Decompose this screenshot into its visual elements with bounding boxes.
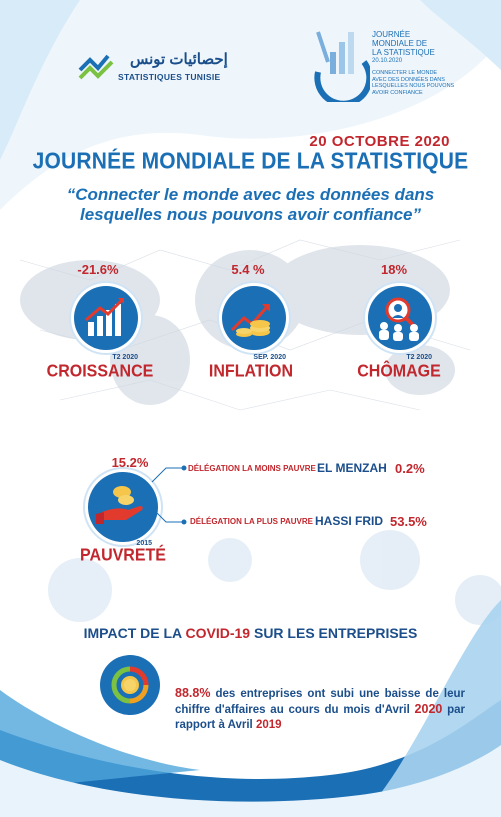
pauvrete-label: PAUVRETÉ [80, 546, 166, 565]
croissance-icon-circle [74, 286, 138, 350]
impact-year-1: 2020 [414, 702, 443, 716]
croissance-label: CROISSANCE [46, 362, 154, 381]
right-logo-title: JOURNÉE MONDIALE DE LA STATISTIQUE 20.10… [372, 30, 482, 66]
chomage-label: CHÔMAGE [357, 362, 441, 381]
logo-name: STATISTIQUES TUNISIE [118, 72, 221, 82]
poverty-connector-lines [151, 465, 187, 525]
most-poor-value: 53.5% [390, 514, 427, 529]
pauvrete-year: 2015 [136, 540, 152, 547]
least-poor-name: EL MENZAH [317, 461, 387, 475]
right-logo-slogan-line-3: LESQUELLES NOUS POUVONS [372, 83, 455, 89]
logo-arabic-text: إحصائيات تونس [130, 51, 228, 68]
quote-line-1: “Connecter le monde avec des données dan… [66, 185, 435, 204]
impact-title-highlight: COVID-19 [185, 625, 251, 641]
inflation-label: INFLATION [208, 362, 294, 381]
right-logo-line-2: MONDIALE DE [372, 39, 428, 48]
right-logo-date: 20.10.2020 [372, 58, 403, 64]
pauvrete-icon-circle [88, 472, 158, 542]
inflation-icon-circle [222, 286, 286, 350]
quote-line-2: lesquelles nous pouvons avoir confiance” [79, 205, 422, 224]
pauvrete-value: 15.2% [111, 455, 149, 470]
impact-title-after: SUR LES ENTREPRISES [253, 625, 418, 641]
impact-text-2: par rapport à Avril [175, 704, 465, 731]
growth-chart-icon [85, 298, 124, 336]
right-logo-line-3: LA STATISTIQUE [372, 48, 435, 57]
coin-cycle-icon [111, 666, 149, 704]
impact-title-before: IMPACT DE LA [83, 625, 182, 641]
inflation-period: SEP. 2020 [253, 354, 286, 361]
right-logo-slogan-line-2: AVEC DES DONNÉES DANS [372, 76, 445, 83]
inflation-value: 5.4 % [231, 262, 265, 277]
slogan-quote: “Connecter le monde avec des données dan… [30, 185, 471, 225]
impact-percent: 88.8% [175, 686, 211, 700]
magnifier-people-icon [379, 297, 419, 341]
world-statistics-day-logo-icon [314, 31, 370, 102]
hand-coins-icon [96, 486, 143, 524]
coins-arrow-icon [230, 304, 270, 337]
chomage-icon-circle [368, 286, 432, 350]
event-date: 20 OCTOBRE 2020 [309, 133, 450, 150]
right-logo-slogan-line-4: AVOIR CONFIANCE [372, 89, 423, 96]
right-logo-slogan: CONNECTER LE MONDE AVEC DES DONNÉES DANS… [372, 70, 492, 96]
chomage-value: 18% [380, 262, 408, 277]
statistiques-tunisie-logo-icon [78, 54, 114, 80]
impact-icon-circle [100, 655, 160, 715]
impact-year-2: 2019 [255, 719, 282, 731]
impact-text: 88.8% des entreprises ont subi une baiss… [175, 686, 465, 733]
least-poor-label: DÉLÉGATION LA MOINS PAUVRE [188, 464, 316, 473]
chomage-period: T2 2020 [406, 354, 432, 361]
impact-text-1: des entreprises ont subi une baisse de l… [175, 688, 465, 716]
most-poor-name: HASSI FRID [315, 514, 384, 528]
right-logo-line-1: JOURNÉE [372, 30, 411, 39]
impact-title: IMPACT DE LA COVID-19 SUR LES ENTREPRISE… [0, 625, 501, 641]
croissance-period: T2 2020 [112, 354, 138, 361]
most-poor-label: DÉLÉGATION LA PLUS PAUVRE [190, 517, 313, 526]
croissance-value: -21.6% [77, 262, 119, 277]
right-logo-slogan-line-1: CONNECTER LE MONDE [372, 70, 438, 76]
least-poor-value: 0.2% [395, 461, 425, 476]
page-title: JOURNÉE MONDIALE DE LA STATISTIQUE [32, 148, 469, 175]
